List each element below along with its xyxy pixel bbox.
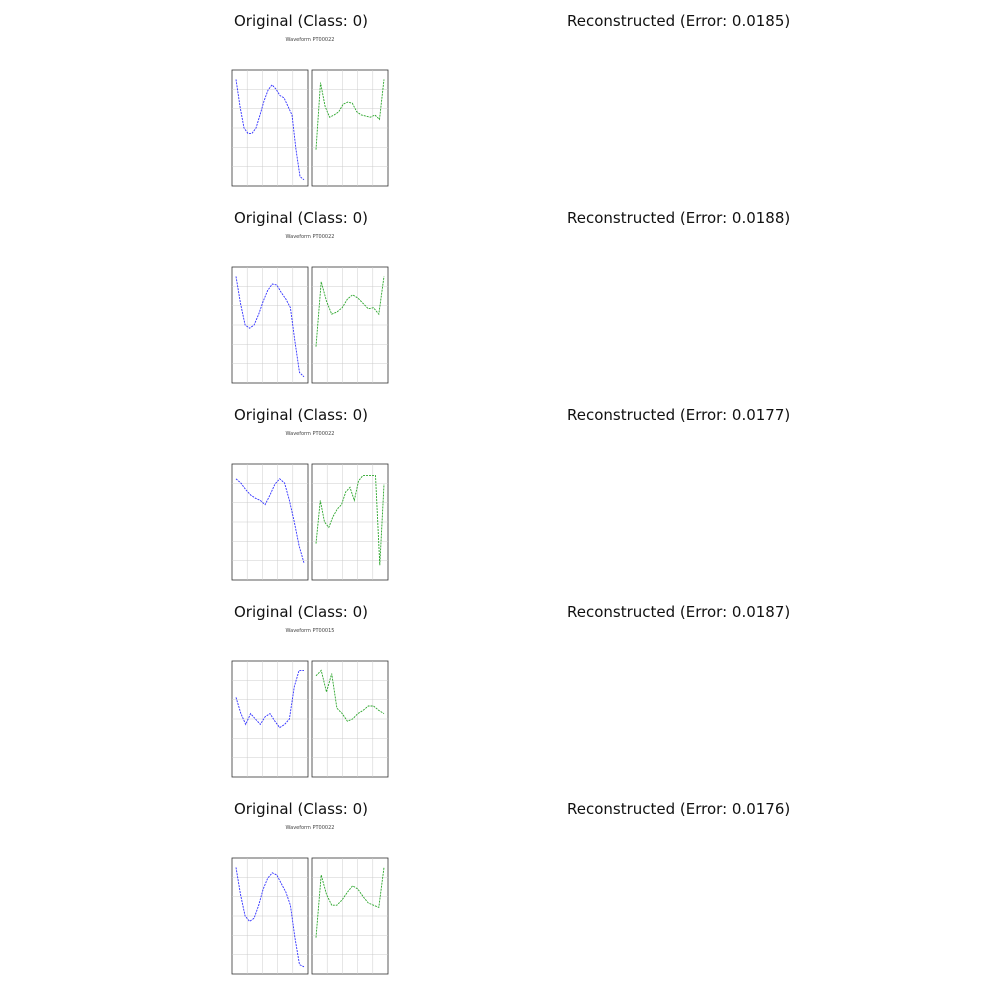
reconstructed-image-area	[560, 430, 720, 588]
series-line	[235, 79, 305, 181]
panel-row: Original (Class: 0) Reconstructed (Error:…	[0, 394, 1000, 591]
original-title: Original (Class: 0)	[234, 209, 368, 227]
panel-row: Original (Class: 0) Reconstructed (Error:…	[0, 788, 1000, 985]
subplot-grid	[232, 661, 308, 777]
subplot-grid	[312, 858, 388, 974]
subplot-grid	[232, 464, 308, 580]
panel-row: Original (Class: 0) Reconstructed (Error:…	[0, 197, 1000, 394]
series-line	[235, 669, 304, 729]
thumbnail-caption: Waveform PT00022	[286, 37, 335, 43]
subplot-grid	[312, 661, 388, 777]
subplot-grid	[312, 70, 388, 186]
reconstructed-image-area	[560, 233, 720, 391]
reconstructed-image-area	[560, 824, 720, 982]
reconstructed-title: Reconstructed (Error: 0.0176)	[567, 800, 791, 818]
original-waveform-thumbnail: Waveform PT00022	[231, 37, 389, 187]
series-line	[315, 276, 385, 347]
reconstructed-title: Reconstructed (Error: 0.0177)	[567, 406, 791, 424]
thumbnail-caption: Waveform PT00022	[286, 234, 335, 240]
series-line	[315, 669, 385, 722]
series-line	[235, 276, 305, 378]
original-waveform-thumbnail: Waveform PT00022	[231, 825, 389, 975]
original-waveform-thumbnail: Waveform PT00015	[231, 628, 389, 778]
original-title: Original (Class: 0)	[234, 12, 368, 30]
series-line	[235, 867, 305, 968]
reconstructed-title: Reconstructed (Error: 0.0187)	[567, 603, 791, 621]
original-waveform-thumbnail: Waveform PT00022	[231, 431, 389, 581]
original-waveform-thumbnail: Waveform PT00022	[231, 234, 389, 384]
reconstructed-title: Reconstructed (Error: 0.0188)	[567, 209, 791, 227]
series-line	[235, 478, 305, 564]
panel-row: Original (Class: 0) Reconstructed (Error:…	[0, 0, 1000, 197]
reconstructed-title: Reconstructed (Error: 0.0185)	[567, 12, 791, 30]
subplot-grid	[232, 70, 308, 186]
series-line	[315, 79, 385, 150]
original-title: Original (Class: 0)	[234, 603, 368, 621]
thumbnail-caption: Waveform PT00022	[286, 431, 335, 437]
thumbnail-caption: Waveform PT00022	[286, 825, 335, 831]
series-line	[315, 475, 385, 566]
thumbnail-caption: Waveform PT00015	[286, 628, 335, 634]
subplot-grid	[312, 464, 388, 580]
original-title: Original (Class: 0)	[234, 406, 368, 424]
panel-row: Original (Class: 0) Reconstructed (Error:…	[0, 591, 1000, 788]
original-title: Original (Class: 0)	[234, 800, 368, 818]
subplot-grid	[312, 267, 388, 383]
reconstructed-image-area	[560, 627, 720, 785]
reconstructed-image-area	[560, 36, 720, 194]
series-line	[315, 867, 385, 938]
